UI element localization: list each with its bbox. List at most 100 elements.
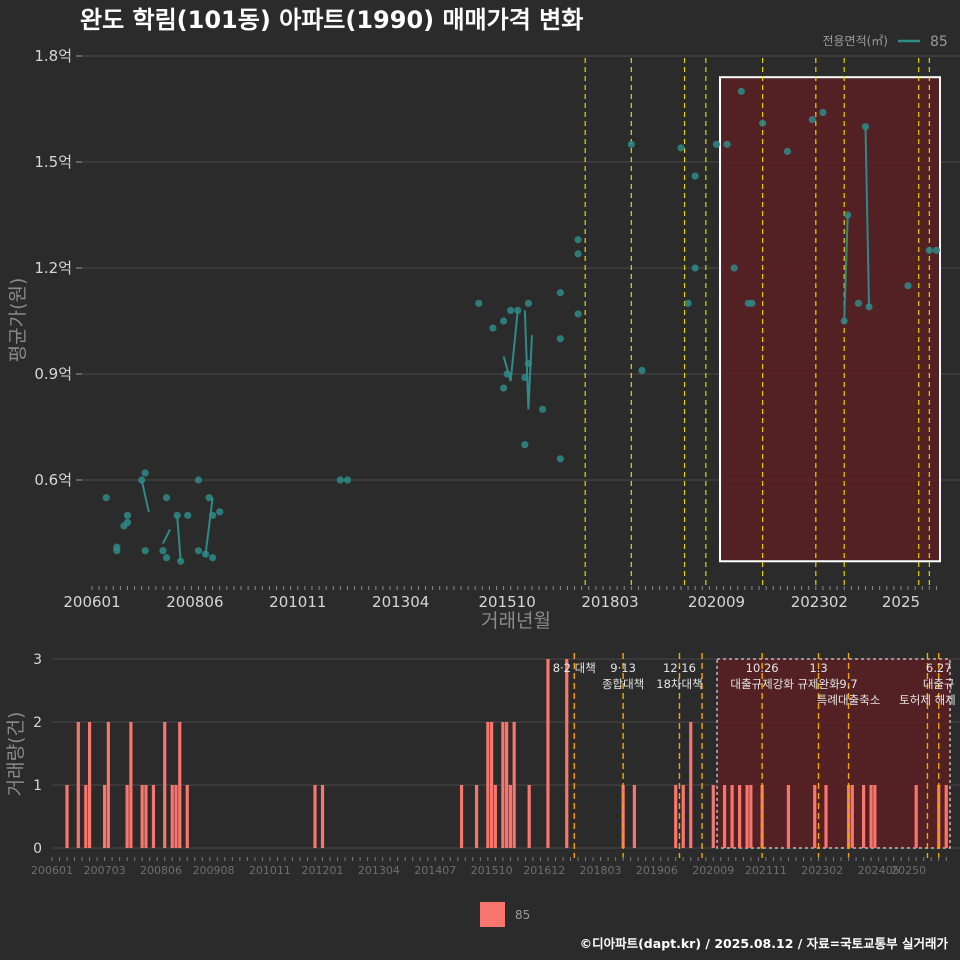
volume-bar xyxy=(486,722,490,848)
y-tick-label: 0.6억 xyxy=(34,471,72,489)
volume-x-tick-label: 201201 xyxy=(302,864,344,877)
price-point xyxy=(861,123,870,131)
volume-x-tick-label: 201011 xyxy=(249,864,291,877)
volume-bar xyxy=(144,785,148,848)
volume-x-tick-label: 202111 xyxy=(745,864,787,877)
volume-bar xyxy=(163,722,167,848)
price-point xyxy=(489,324,497,332)
price-point xyxy=(524,299,533,307)
price-point xyxy=(932,246,941,254)
price-point xyxy=(159,547,167,555)
volume-bar xyxy=(459,785,464,848)
volume-bar xyxy=(722,785,727,848)
price-point xyxy=(521,441,529,449)
volume-bar xyxy=(140,785,144,848)
x-tick-label: 201011 xyxy=(269,593,326,611)
volume-bar xyxy=(313,785,317,848)
volume-bar xyxy=(632,785,636,848)
volume-x-tick-label: 200601 xyxy=(31,864,73,877)
x-tick-label: 200601 xyxy=(63,593,120,611)
volume-bar xyxy=(185,785,189,848)
policy-annotation: 6.27 xyxy=(926,661,952,675)
price-line-segment xyxy=(176,515,182,562)
policy-annotation: 대출규제강화 xyxy=(730,677,794,691)
volume-bar xyxy=(861,785,866,848)
price-point xyxy=(691,264,699,272)
volume-highlight-box xyxy=(716,658,951,849)
policy-annotation: 토허제 해제 xyxy=(899,693,956,707)
price-point xyxy=(684,299,692,307)
price-point xyxy=(840,317,848,325)
price-point xyxy=(343,476,352,484)
volume-bar xyxy=(170,785,174,848)
price-point xyxy=(521,373,529,382)
price-point xyxy=(783,147,792,155)
volume-y-tick-label: 3 xyxy=(33,652,42,668)
volume-bar xyxy=(178,722,182,848)
source-caption: ©디아파트(dapt.kr) / 2025.08.12 / 자료=국토교통부 실… xyxy=(580,936,949,951)
y-tick-label: 1.8억 xyxy=(34,47,72,65)
volume-bar xyxy=(565,659,569,848)
price-point xyxy=(113,547,121,555)
volume-bar xyxy=(103,785,107,848)
price-point xyxy=(737,87,745,95)
volume-x-tick-label: 201407 xyxy=(414,864,456,877)
price-point xyxy=(574,310,582,318)
volume-x-tick-label: 201906 xyxy=(636,864,678,877)
price-point xyxy=(184,511,192,519)
price-point xyxy=(925,246,933,254)
volume-bar xyxy=(711,785,715,848)
price-point xyxy=(556,455,564,463)
policy-annotation: 10.26 xyxy=(746,661,779,675)
volume-bar xyxy=(730,785,734,848)
price-point xyxy=(691,172,699,180)
price-point xyxy=(556,289,564,297)
price-point xyxy=(904,282,912,290)
volume-bar xyxy=(824,785,828,848)
price-point xyxy=(141,469,149,477)
x-tick-label: 200806 xyxy=(166,593,223,611)
price-point xyxy=(173,511,181,519)
policy-annotation: 특례대출축소 xyxy=(817,693,880,707)
x-axis-title: 거래년월 xyxy=(481,610,551,632)
volume-x-tick-label: 202302 xyxy=(801,864,843,877)
volume-chart: 0 1 2 3 8·2 대책 9·13 종합대책 12·16 18차대책 10.26 대출규제강화 1… xyxy=(5,652,960,877)
price-point xyxy=(712,140,721,148)
price-point xyxy=(209,554,217,562)
price-point xyxy=(758,119,767,127)
price-point xyxy=(854,299,862,307)
price-point xyxy=(475,299,483,307)
x-tick-label: 201510 xyxy=(478,593,535,611)
volume-bar xyxy=(914,785,918,848)
price-point xyxy=(503,370,511,378)
price-point xyxy=(201,550,210,558)
price-point xyxy=(574,250,582,258)
price-point xyxy=(748,299,756,307)
price-point xyxy=(723,140,731,148)
volume-bar xyxy=(174,785,178,848)
volume-bar xyxy=(508,785,512,848)
price-point xyxy=(216,508,224,516)
highlight-box xyxy=(719,76,941,563)
volume-bar xyxy=(76,722,80,848)
volume-bar xyxy=(501,722,505,848)
volume-y-tick-label: 0 xyxy=(33,841,42,857)
price-line-segment xyxy=(864,126,871,307)
policy-annotation: 9·13 xyxy=(610,661,636,675)
x-tick-label: 202009 xyxy=(688,593,745,611)
volume-bar xyxy=(873,785,877,848)
policy-annotation: 12·16 xyxy=(663,661,696,675)
volume-bar xyxy=(87,722,92,848)
price-line-segment xyxy=(527,335,533,410)
price-point xyxy=(865,303,873,311)
price-point xyxy=(539,405,547,413)
volume-x-tick-label: 200806 xyxy=(140,864,182,877)
volume-y-tick-label: 1 xyxy=(33,778,42,794)
x-tick-label: 2025 xyxy=(882,593,920,611)
volume-x-tick-label: 201803 xyxy=(580,864,622,877)
price-point xyxy=(209,511,217,519)
price-chart: 0.6억 0.9억 1.2억 1.5억 1.8억 200601 200806 201011 20… xyxy=(7,47,960,632)
volume-bar xyxy=(125,785,129,848)
policy-annotation: 대출규 xyxy=(923,677,955,691)
